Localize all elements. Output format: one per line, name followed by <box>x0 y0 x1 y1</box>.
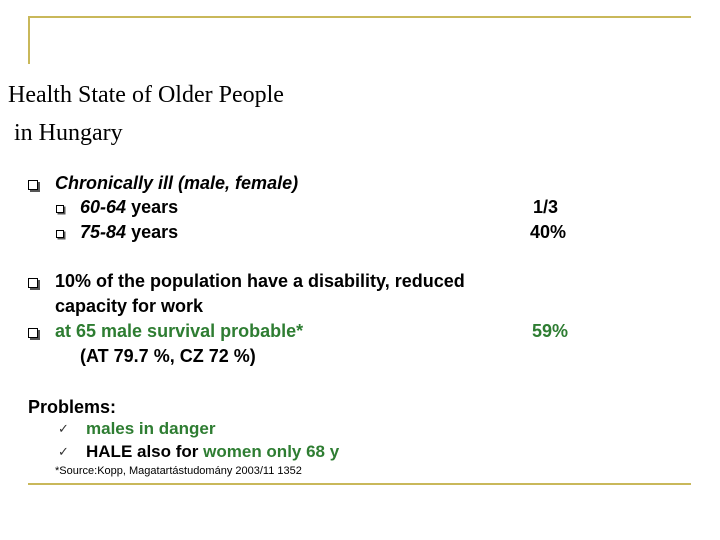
problems-heading: Problems: <box>28 397 117 417</box>
checkmark-icon: ✓ <box>58 421 69 436</box>
age-row-2: 75-84 years <box>80 221 178 243</box>
age-value-1: 1/3 <box>533 197 559 217</box>
age-range-2: 75-84 <box>80 222 127 242</box>
hollow-square-icon <box>28 278 38 288</box>
problem-item-1: males in danger <box>86 419 216 438</box>
top-rule <box>28 16 691 18</box>
hollow-square-icon <box>28 328 38 338</box>
survival-value: 59% <box>532 321 569 341</box>
age-unit-1: years <box>131 197 179 217</box>
disability-line-2: capacity for work <box>55 296 204 316</box>
survival-compare: (AT 79.7 %, CZ 72 %) <box>80 346 256 366</box>
checkmark-icon: ✓ <box>58 444 69 459</box>
title-line-1: Health State of Older People <box>8 82 284 108</box>
slide-title: Health State of Older People in Hungary <box>8 76 284 152</box>
problem-item-2: HALE also for women only 68 y <box>86 441 339 463</box>
age-unit-2: years <box>131 222 179 242</box>
hollow-square-icon <box>56 205 64 213</box>
survival-label: at 65 male survival probable* <box>55 321 304 341</box>
age-value-2: 40% <box>530 222 567 242</box>
title-line-2: in Hungary <box>14 120 123 146</box>
source-note: *Source:Kopp, Magatartástudomány 2003/11… <box>55 465 302 477</box>
bottom-rule <box>28 483 691 485</box>
left-rule <box>28 16 30 64</box>
age-row-1: 60-64 years <box>80 196 178 218</box>
hollow-square-icon <box>28 180 38 190</box>
hollow-square-icon <box>56 230 64 238</box>
chronic-label: Chronically ill (male, female) <box>55 173 299 193</box>
problem-item-2-part1: HALE also for <box>86 442 199 461</box>
disability-line-1: 10% of the population have a disability,… <box>55 271 465 291</box>
problem-item-2-part2: women only 68 y <box>203 442 340 461</box>
age-range-1: 60-64 <box>80 197 127 217</box>
